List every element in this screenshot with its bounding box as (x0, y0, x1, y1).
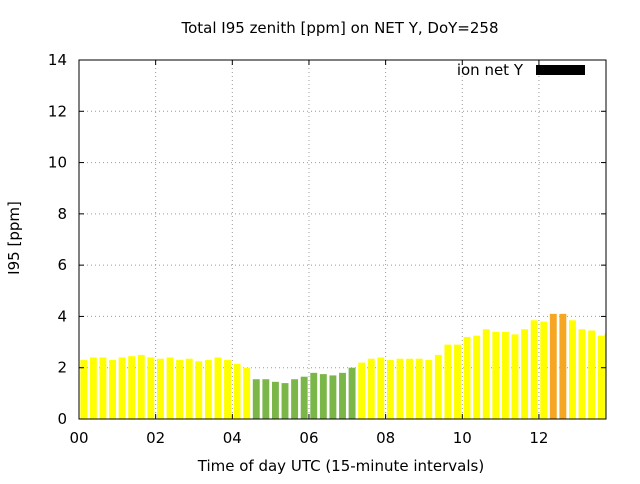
data-bar (473, 335, 481, 419)
data-bar (233, 363, 241, 419)
data-bar (386, 360, 394, 419)
data-bar (252, 379, 260, 419)
data-bar (569, 320, 576, 419)
bars-layer (80, 313, 606, 419)
data-bar (367, 358, 375, 419)
axis-layer (78, 59, 607, 420)
data-bar (540, 321, 548, 419)
data-bar (291, 379, 299, 419)
x-axis-label: Time of day UTC (15-minute intervals) (197, 457, 484, 475)
x-tick-label: 12 (529, 429, 548, 447)
data-bar (482, 329, 490, 419)
data-bar (597, 335, 605, 419)
data-bar (530, 320, 538, 419)
data-bar (195, 361, 203, 419)
y-tick-label: 0 (57, 410, 67, 428)
data-bar (434, 354, 442, 419)
data-bar-edge (604, 333, 606, 419)
data-bar (444, 344, 452, 419)
y-tick-label: 6 (57, 256, 67, 274)
y-tick-label: 2 (57, 359, 67, 377)
data-bar (310, 372, 318, 419)
x-tick-label: 04 (223, 429, 242, 447)
y-tick-label: 10 (48, 154, 67, 172)
data-bar (578, 329, 586, 419)
legend-label: ion net Y (457, 61, 524, 79)
data-bar (377, 357, 385, 419)
data-bar (166, 357, 174, 419)
data-bar (147, 357, 155, 419)
x-tick-label: 10 (453, 429, 472, 447)
y-axis-label: I95 [ppm] (5, 201, 23, 275)
legend-swatch (536, 65, 585, 75)
data-bar (185, 358, 193, 419)
x-tick-label: 00 (69, 429, 88, 447)
data-bar (118, 357, 126, 419)
data-bar (339, 372, 346, 419)
data-bar (501, 331, 509, 419)
data-bar (511, 334, 519, 419)
data-bar (549, 313, 557, 419)
data-bar (415, 358, 423, 419)
data-bar (80, 360, 88, 419)
data-bar (319, 374, 327, 419)
x-tick-label: 02 (146, 429, 165, 447)
data-bar (358, 362, 366, 419)
data-bar (128, 356, 136, 419)
data-bar (262, 379, 270, 419)
plot-frame (78, 59, 607, 420)
data-bar (300, 376, 308, 419)
y-tick-label: 14 (48, 51, 67, 69)
data-bar (109, 360, 116, 419)
data-bar (559, 313, 567, 419)
data-bar (396, 358, 404, 419)
data-bar (156, 358, 164, 419)
x-tick-label: 08 (376, 429, 395, 447)
y-tick-label: 12 (48, 102, 67, 120)
data-bar (329, 375, 337, 419)
data-bar (425, 360, 433, 419)
data-bar (463, 336, 471, 419)
data-bar (348, 367, 356, 419)
legend: ion net Y (457, 61, 585, 79)
data-bar (137, 354, 145, 419)
y-tick-label: 4 (57, 307, 67, 325)
data-bar (271, 381, 279, 419)
x-tick-label: 06 (299, 429, 318, 447)
data-bar (89, 357, 97, 419)
chart-title: Total I95 zenith [ppm] on NET Y, DoY=258 (180, 19, 498, 37)
data-bar (243, 367, 251, 419)
data-bar (454, 344, 461, 419)
y-tick-label: 8 (57, 205, 67, 223)
data-bar (214, 357, 222, 419)
data-bar (224, 360, 231, 419)
data-bar (588, 330, 596, 419)
data-bar (281, 383, 289, 419)
data-bar (204, 360, 212, 419)
data-bar (176, 360, 184, 419)
data-bar (492, 331, 500, 419)
data-bar (521, 329, 529, 419)
data-bar (99, 357, 107, 419)
data-bar (406, 358, 414, 419)
